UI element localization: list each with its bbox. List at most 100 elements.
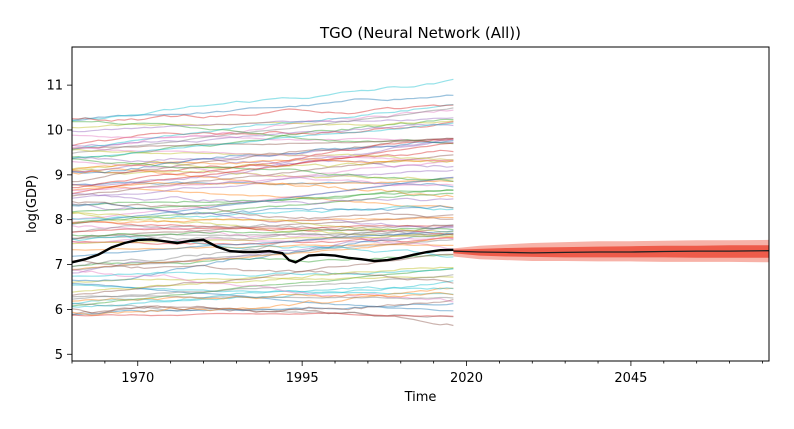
highlight-series-group bbox=[71, 238, 454, 264]
x-axis: 1970 1995 2020 2045 bbox=[71, 361, 763, 386]
background-series-line bbox=[71, 216, 454, 224]
y-axis: 5 6 7 8 9 10 11 bbox=[46, 79, 72, 363]
y-tick-label: 8 bbox=[55, 213, 63, 228]
background-series-line bbox=[71, 274, 454, 300]
background-series-line bbox=[71, 139, 454, 186]
background-series-line bbox=[71, 180, 454, 191]
background-series-line bbox=[71, 189, 454, 213]
background-series-line bbox=[71, 94, 454, 122]
background-series-line bbox=[71, 184, 454, 209]
background-series-line bbox=[71, 134, 454, 142]
background-series-line bbox=[72, 286, 454, 304]
background-series-line bbox=[71, 158, 454, 171]
background-series-line bbox=[71, 117, 454, 133]
background-series-line bbox=[71, 169, 454, 199]
background-series-line bbox=[71, 154, 454, 197]
background-series-line bbox=[71, 141, 454, 173]
background-series-line bbox=[71, 121, 454, 147]
background-series-line bbox=[71, 230, 454, 241]
y-tick-label: 7 bbox=[55, 258, 63, 273]
background-series-line bbox=[71, 227, 454, 237]
background-series-line bbox=[71, 203, 454, 229]
background-series-line bbox=[71, 205, 454, 220]
background-series-line bbox=[71, 149, 454, 174]
background-series-line bbox=[71, 305, 454, 327]
background-series-line bbox=[71, 243, 454, 251]
background-series-line bbox=[71, 123, 454, 147]
background-series-line bbox=[71, 223, 454, 233]
background-series-line bbox=[71, 202, 454, 216]
background-series-line bbox=[71, 269, 454, 303]
background-series-line bbox=[71, 221, 454, 235]
background-series-line bbox=[71, 192, 454, 225]
background-series-group bbox=[71, 78, 454, 327]
background-series-line bbox=[71, 225, 454, 250]
background-series-line bbox=[71, 267, 454, 307]
background-series-line bbox=[71, 295, 454, 300]
background-series-line bbox=[71, 266, 454, 293]
background-series-line bbox=[71, 120, 454, 129]
y-tick-label: 11 bbox=[46, 79, 63, 94]
x-tick-label: 2020 bbox=[450, 371, 483, 386]
background-series-line bbox=[71, 312, 454, 317]
background-series-line bbox=[71, 237, 454, 246]
background-series-line bbox=[71, 254, 454, 267]
background-series-line bbox=[71, 212, 454, 238]
background-series-line bbox=[71, 168, 454, 181]
background-series-line bbox=[71, 303, 454, 316]
forecast-median-line bbox=[453, 250, 770, 254]
background-series-line bbox=[71, 239, 454, 271]
forecast-group bbox=[453, 239, 770, 263]
background-series-line bbox=[71, 159, 454, 192]
background-series-line bbox=[71, 159, 454, 170]
background-series-line bbox=[71, 78, 454, 122]
background-series-line bbox=[71, 233, 454, 240]
background-series-line bbox=[71, 158, 454, 182]
background-series-line bbox=[71, 118, 454, 159]
y-tick-label: 6 bbox=[55, 303, 63, 318]
background-series-line bbox=[71, 193, 454, 205]
background-series-line bbox=[71, 235, 454, 258]
background-series-line bbox=[71, 259, 454, 284]
background-series-line bbox=[71, 235, 454, 245]
background-series-line bbox=[71, 122, 454, 159]
background-series-line bbox=[71, 189, 454, 206]
plot-frame bbox=[71, 46, 770, 362]
y-axis-label: log(GDP) bbox=[25, 175, 40, 233]
background-series-line bbox=[71, 104, 454, 151]
background-series-line bbox=[71, 299, 454, 316]
plot-area bbox=[71, 78, 770, 327]
background-series-line bbox=[71, 284, 454, 295]
background-series-line bbox=[71, 232, 454, 282]
background-series-line bbox=[71, 283, 454, 312]
background-series-line bbox=[71, 214, 454, 239]
background-series-line bbox=[71, 230, 454, 257]
background-series-line bbox=[71, 160, 454, 187]
background-series-line bbox=[71, 287, 454, 316]
background-series-line bbox=[71, 157, 454, 168]
background-series-line bbox=[71, 224, 454, 268]
background-series-line bbox=[71, 275, 454, 283]
x-tick-label: 1995 bbox=[286, 371, 319, 386]
background-series-line bbox=[71, 201, 454, 220]
x-tick-label: 1970 bbox=[121, 371, 154, 386]
background-series-line bbox=[71, 268, 454, 277]
background-series-line bbox=[71, 224, 454, 233]
background-series-line bbox=[71, 109, 454, 150]
x-axis-label: Time bbox=[404, 390, 437, 405]
background-series-line bbox=[71, 236, 454, 270]
background-series-line bbox=[71, 280, 454, 308]
background-series-line bbox=[71, 176, 454, 221]
background-series-line bbox=[71, 120, 454, 145]
y-tick-label: 9 bbox=[55, 168, 63, 183]
background-series-line bbox=[71, 291, 454, 302]
background-series-line bbox=[71, 142, 454, 195]
highlight-series-line bbox=[71, 238, 454, 264]
background-series-line bbox=[71, 137, 454, 150]
y-tick-label: 5 bbox=[55, 348, 63, 363]
background-series-line bbox=[71, 104, 454, 122]
background-series-line bbox=[71, 226, 454, 274]
background-series-line bbox=[71, 180, 454, 188]
